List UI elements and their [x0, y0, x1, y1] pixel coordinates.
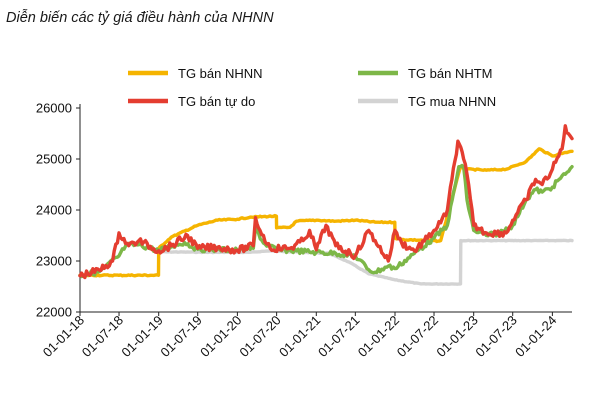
x-tick-label: 01-01-21	[276, 313, 323, 360]
x-tick-label: 01-01-19	[118, 313, 165, 360]
x-tick-label: 01-01-23	[433, 313, 480, 360]
x-tick-label: 01-01-22	[355, 313, 402, 360]
chart-series-group	[78, 124, 574, 286]
chart-title: Diễn biến các tỷ giá điều hành của NHNN	[6, 10, 274, 26]
legend-label-3: TG mua NHNN	[408, 94, 496, 109]
series-line-0	[78, 147, 574, 278]
x-tick-label: 01-07-21	[315, 313, 362, 360]
x-tick-label: 01-07-19	[157, 313, 204, 360]
series-line-2	[78, 124, 574, 280]
x-tick-label: 01-01-20	[197, 313, 244, 360]
legend-label-2: TG bán tự do	[178, 94, 255, 109]
x-tick-label: 01-01-24	[512, 313, 559, 360]
y-tick-label: 23000	[36, 254, 72, 269]
x-tick-label: 01-07-23	[472, 313, 519, 360]
y-tick-label: 24000	[36, 203, 72, 218]
x-tick-label: 01-07-20	[236, 313, 283, 360]
x-tick-label: 01-01-18	[40, 313, 87, 360]
chart-legend: TG bán NHNN TG bán NHTM TG bán tự do TG mua…	[128, 66, 496, 109]
chart-axes: 220002300024000250002600001-01-1801-07-1…	[36, 101, 572, 360]
x-tick-label: 01-07-22	[394, 313, 441, 360]
legend-label-0: TG bán NHNN	[178, 66, 263, 81]
x-tick-label: 01-07-18	[79, 313, 126, 360]
y-tick-label: 26000	[36, 101, 72, 116]
y-tick-label: 22000	[36, 305, 72, 320]
y-tick-label: 25000	[36, 152, 72, 167]
legend-label-1: TG bán NHTM	[408, 66, 493, 81]
